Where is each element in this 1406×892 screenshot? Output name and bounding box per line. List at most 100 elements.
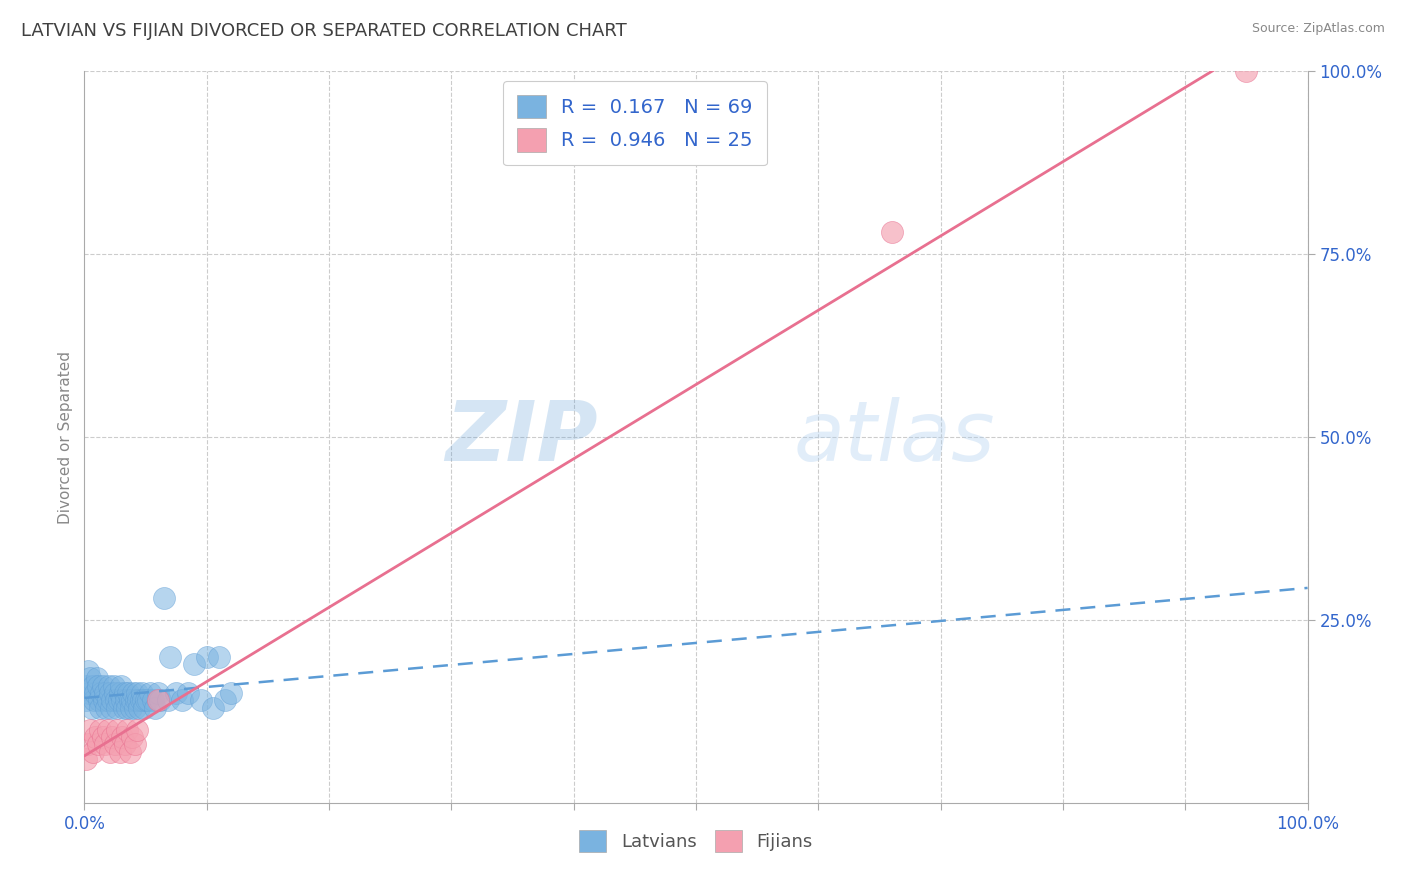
Point [83, 693, 105, 707]
Point [75, 693, 97, 707]
Point [104, 737, 127, 751]
Point [142, 693, 165, 707]
Point [110, 679, 132, 693]
Point [98, 745, 121, 759]
Point [80, 700, 103, 714]
Point [121, 693, 143, 707]
Point [139, 686, 162, 700]
Text: atlas: atlas [794, 397, 995, 477]
Point [1236, 64, 1258, 78]
Point [136, 693, 159, 707]
Point [165, 686, 187, 700]
Point [129, 693, 152, 707]
Point [108, 686, 131, 700]
Point [94, 737, 117, 751]
Point [125, 686, 148, 700]
Point [89, 723, 111, 737]
Point [108, 745, 131, 759]
Point [87, 679, 110, 693]
Point [112, 700, 135, 714]
Point [82, 745, 104, 759]
Text: Source: ZipAtlas.com: Source: ZipAtlas.com [1251, 22, 1385, 36]
Point [115, 700, 138, 714]
Point [124, 737, 146, 751]
Point [125, 693, 148, 707]
Point [89, 700, 111, 714]
Point [105, 693, 128, 707]
Point [87, 693, 110, 707]
Text: LATVIAN VS FIJIAN DIVORCED OR SEPARATED CORRELATION CHART: LATVIAN VS FIJIAN DIVORCED OR SEPARATED … [21, 22, 627, 40]
Point [120, 700, 142, 714]
Point [190, 693, 212, 707]
Point [79, 723, 101, 737]
Point [114, 686, 136, 700]
Point [118, 693, 141, 707]
Point [146, 686, 169, 700]
Point [100, 700, 122, 714]
Point [77, 664, 100, 678]
Point [97, 693, 120, 707]
Point [208, 649, 231, 664]
Point [122, 686, 145, 700]
Point [111, 693, 134, 707]
Point [880, 225, 903, 239]
Legend: Latvians, Fijians: Latvians, Fijians [572, 823, 820, 860]
Point [86, 672, 108, 686]
Point [195, 649, 218, 664]
Point [105, 700, 128, 714]
Point [131, 686, 153, 700]
Point [159, 649, 181, 664]
Point [127, 693, 149, 707]
Point [105, 723, 128, 737]
Point [79, 672, 101, 686]
Point [117, 686, 139, 700]
Point [172, 693, 194, 707]
Point [103, 679, 125, 693]
Point [101, 693, 124, 707]
Point [201, 700, 224, 714]
Point [132, 693, 155, 707]
Point [177, 686, 200, 700]
Y-axis label: Divorced or Separated: Divorced or Separated [58, 351, 73, 524]
Point [149, 693, 172, 707]
Point [134, 700, 156, 714]
Point [153, 591, 176, 605]
Point [76, 679, 98, 693]
Point [94, 686, 117, 700]
Point [93, 693, 115, 707]
Point [91, 730, 114, 744]
Point [90, 686, 112, 700]
Point [219, 686, 242, 700]
Point [115, 723, 138, 737]
Point [97, 723, 120, 737]
Point [135, 693, 157, 707]
Point [143, 700, 166, 714]
Point [214, 693, 236, 707]
Point [91, 679, 114, 693]
Point [114, 737, 136, 751]
Point [82, 679, 104, 693]
Point [98, 686, 121, 700]
Point [84, 730, 107, 744]
Point [183, 657, 205, 671]
Point [77, 686, 100, 700]
Point [101, 730, 124, 744]
Point [84, 686, 107, 700]
Point [111, 730, 134, 744]
Point [128, 700, 150, 714]
Point [75, 752, 97, 766]
Point [146, 693, 169, 707]
Point [125, 723, 148, 737]
Point [96, 700, 118, 714]
Point [107, 693, 129, 707]
Point [87, 737, 110, 751]
Point [115, 693, 138, 707]
Point [97, 679, 120, 693]
Point [118, 745, 141, 759]
Point [77, 737, 100, 751]
Point [124, 700, 146, 714]
Text: ZIP: ZIP [446, 397, 598, 477]
Point [121, 730, 143, 744]
Point [104, 686, 127, 700]
Point [156, 693, 179, 707]
